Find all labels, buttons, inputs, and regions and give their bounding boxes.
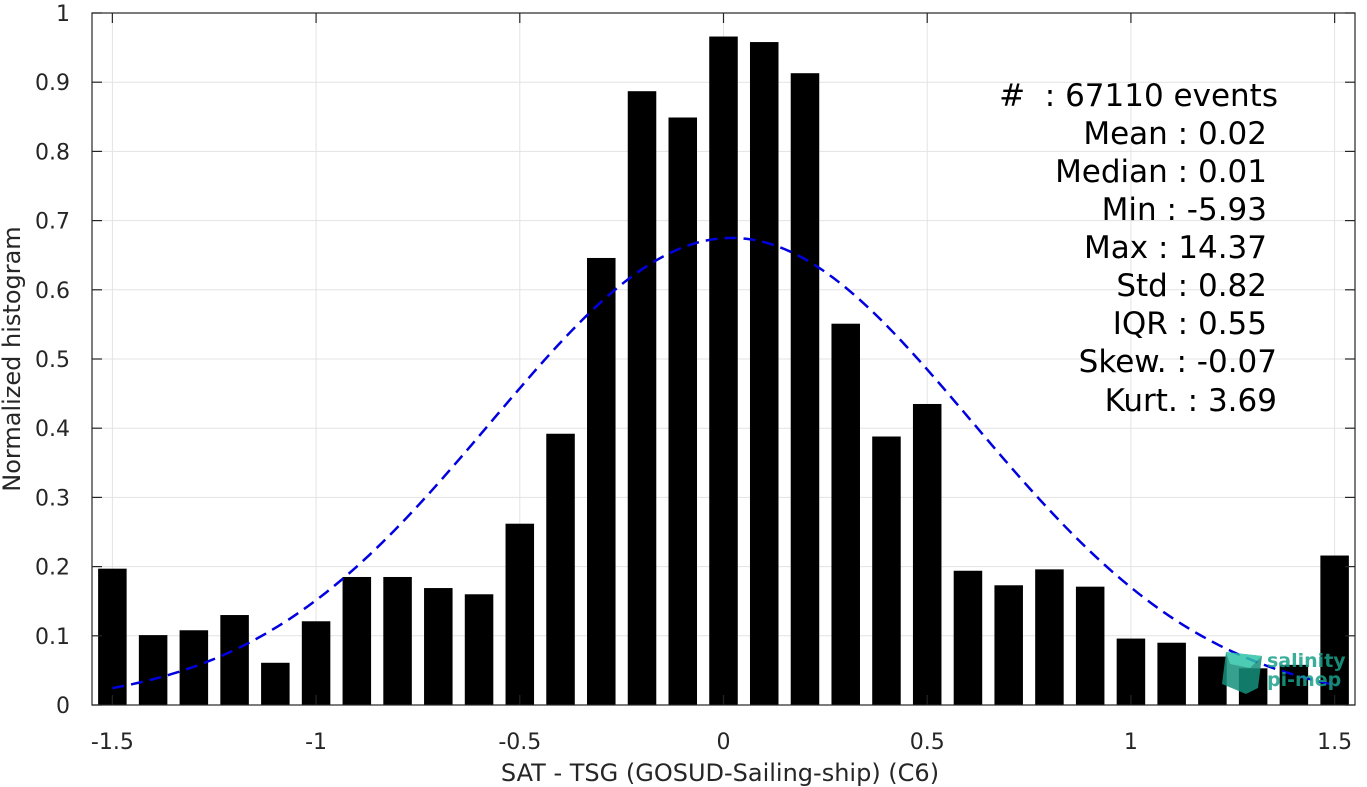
stat-mean: Mean : 0.02 — [1083, 116, 1267, 152]
stat-count: # : 67110 events — [999, 78, 1278, 114]
y-tick-label: 0.1 — [35, 625, 70, 650]
histogram-bar — [627, 91, 657, 706]
y-tick-label: 0.6 — [35, 279, 70, 304]
x-tick-label: -1.5 — [91, 730, 134, 755]
histogram-bar — [1157, 642, 1186, 705]
y-axis-ticks: 0 0.1 0.2 0.3 0.4 0.5 0.6 0.7 0.8 0.9 1 — [35, 2, 1355, 719]
stat-kurt: Kurt. : 3.69 — [1105, 383, 1277, 419]
y-tick-label: 0.7 — [35, 210, 70, 235]
histogram-bar — [749, 42, 779, 705]
x-tick-label: -1 — [305, 730, 327, 755]
histogram-bar — [464, 594, 494, 705]
histogram-bar — [1075, 586, 1105, 705]
histogram-bar — [424, 588, 453, 705]
y-tick-label: 0.8 — [35, 140, 70, 165]
x-axis-ticks: -1.5 -1 -0.5 0 0.5 1 1.5 — [91, 13, 1352, 755]
histogram-bar — [342, 576, 372, 705]
histogram-bar — [953, 570, 983, 705]
histogram-bar — [994, 585, 1023, 705]
histogram-bar — [301, 621, 331, 705]
y-tick-label: 0.2 — [35, 556, 70, 581]
y-axis-label: Normalized histogram — [0, 226, 26, 491]
x-tick-label: 1.5 — [1317, 730, 1352, 755]
histogram-bar — [138, 635, 168, 705]
x-tick-label: 1 — [1124, 730, 1138, 755]
histogram-bar — [220, 615, 249, 705]
logo-cube-face-icon — [1226, 652, 1262, 668]
stat-skew: Skew. : -0.07 — [1079, 344, 1277, 380]
y-tick-label: 1 — [56, 2, 70, 27]
histogram-bar — [98, 568, 127, 705]
histogram-bar — [1198, 656, 1227, 705]
y-tick-label: 0.4 — [35, 417, 70, 442]
logo-line1: salinity — [1267, 650, 1346, 672]
x-tick-label: 0.5 — [910, 730, 945, 755]
histogram-bar — [872, 436, 901, 705]
histogram-bar — [505, 523, 535, 705]
histogram-bar — [1116, 638, 1146, 705]
y-tick-label: 0.9 — [35, 71, 70, 96]
histogram-bar — [261, 662, 290, 705]
y-tick-label: 0.3 — [35, 486, 70, 511]
statistics-box: # : 67110 events Mean : 0.02 Median : 0.… — [999, 78, 1278, 419]
histogram-bar — [709, 36, 738, 705]
histogram-bar — [831, 323, 860, 705]
histogram-bar — [1320, 555, 1349, 705]
x-axis-label: SAT - TSG (GOSUD-Sailing-ship) (C6) — [501, 759, 939, 787]
histogram-bar — [546, 433, 575, 705]
stat-median: Median : 0.01 — [1055, 154, 1267, 190]
x-tick-label: 0 — [717, 730, 731, 755]
stat-min: Min : -5.93 — [1102, 192, 1267, 228]
histogram-bar — [912, 403, 942, 705]
histogram-bar — [587, 257, 616, 705]
histogram-bar — [668, 117, 698, 705]
histogram-bar — [790, 73, 820, 706]
stat-iqr: IQR : 0.55 — [1113, 306, 1267, 342]
stat-max: Max : 14.37 — [1084, 230, 1267, 266]
stat-std: Std : 0.82 — [1116, 268, 1267, 304]
y-tick-label: 0.5 — [35, 348, 70, 373]
logo-line2: pi-mep — [1267, 669, 1341, 691]
y-tick-label: 0 — [56, 694, 70, 719]
histogram-bar — [1035, 569, 1064, 705]
x-tick-label: -0.5 — [498, 730, 541, 755]
histogram-bars — [98, 36, 1349, 706]
salinity-pimep-logo: salinity pi-mep — [1222, 650, 1346, 694]
histogram-bar — [383, 576, 412, 705]
